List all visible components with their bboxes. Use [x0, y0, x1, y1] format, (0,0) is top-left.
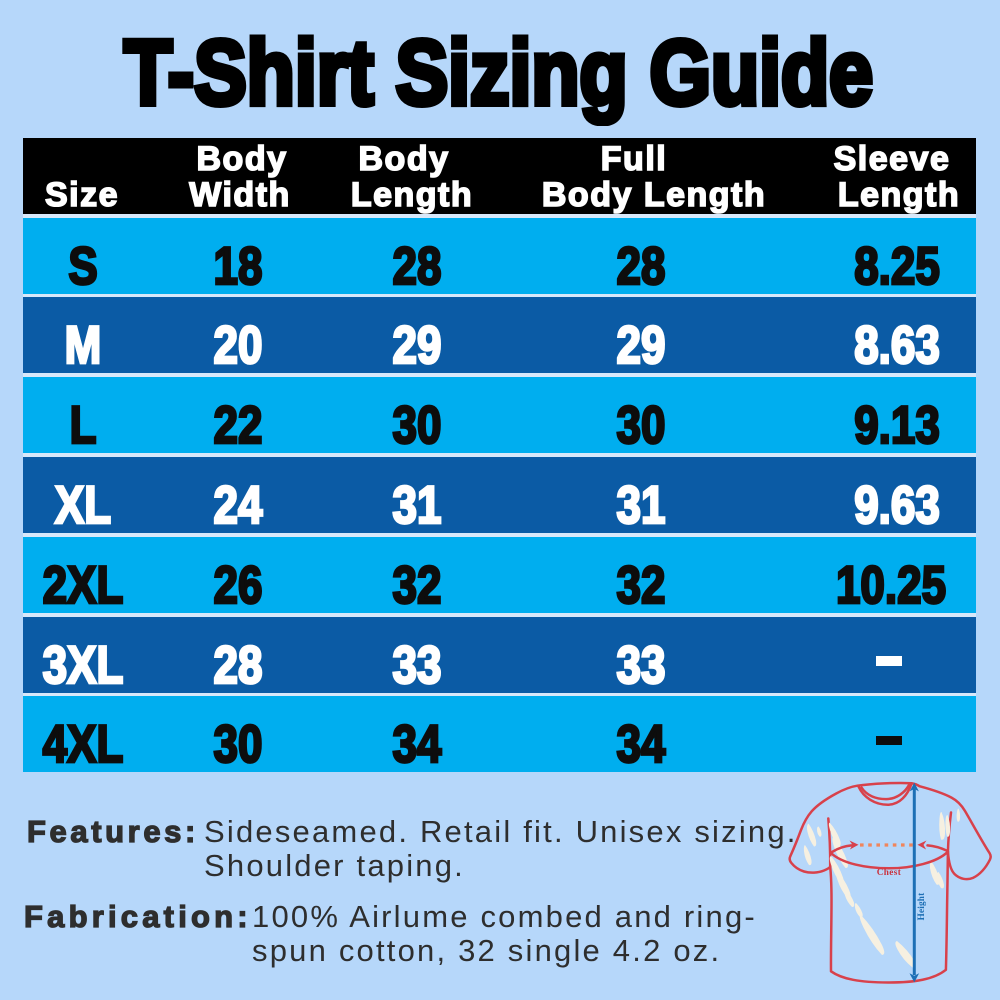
svg-text:Chest: Chest — [877, 867, 902, 877]
svg-text:Height: Height — [916, 892, 926, 920]
